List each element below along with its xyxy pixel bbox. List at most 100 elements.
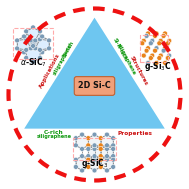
Bar xyxy=(140,35,168,62)
Polygon shape xyxy=(23,16,166,129)
Circle shape xyxy=(80,146,84,151)
Text: g-SiC$_3$: g-SiC$_3$ xyxy=(81,157,108,170)
Circle shape xyxy=(40,50,45,55)
Circle shape xyxy=(73,136,78,141)
Circle shape xyxy=(105,154,109,159)
Text: 2D Si-C: 2D Si-C xyxy=(78,81,111,91)
Text: Structures: Structures xyxy=(129,55,149,87)
Circle shape xyxy=(154,31,159,36)
Circle shape xyxy=(144,33,149,38)
Circle shape xyxy=(92,168,97,173)
Polygon shape xyxy=(17,36,31,52)
Polygon shape xyxy=(101,135,113,149)
Circle shape xyxy=(73,164,78,169)
Circle shape xyxy=(15,38,20,43)
Circle shape xyxy=(163,60,167,65)
Text: g-Si$_3$C: g-Si$_3$C xyxy=(144,60,171,73)
Circle shape xyxy=(37,37,42,42)
Circle shape xyxy=(161,33,166,38)
Text: siligraphene: siligraphene xyxy=(36,134,71,139)
Polygon shape xyxy=(88,135,101,149)
Circle shape xyxy=(33,46,38,51)
Circle shape xyxy=(111,164,116,169)
Circle shape xyxy=(150,53,155,58)
Circle shape xyxy=(24,29,29,34)
Circle shape xyxy=(111,146,116,151)
Circle shape xyxy=(163,46,167,51)
Polygon shape xyxy=(101,156,113,170)
Circle shape xyxy=(15,46,20,51)
Circle shape xyxy=(105,157,109,162)
Circle shape xyxy=(86,154,91,159)
FancyBboxPatch shape xyxy=(74,77,115,95)
Circle shape xyxy=(92,157,97,162)
Circle shape xyxy=(153,33,157,38)
Circle shape xyxy=(92,154,97,159)
Circle shape xyxy=(24,37,29,42)
Circle shape xyxy=(80,132,84,137)
Circle shape xyxy=(98,146,103,151)
Text: $\alpha$-SiC$_7$: $\alpha$-SiC$_7$ xyxy=(20,56,46,69)
Circle shape xyxy=(92,132,97,137)
Text: C-rich: C-rich xyxy=(44,130,64,135)
Circle shape xyxy=(141,38,146,43)
Circle shape xyxy=(105,168,109,173)
Circle shape xyxy=(24,55,29,60)
Circle shape xyxy=(86,143,91,148)
Circle shape xyxy=(158,53,163,58)
Circle shape xyxy=(98,143,103,148)
Circle shape xyxy=(165,56,170,60)
Circle shape xyxy=(154,60,159,65)
Circle shape xyxy=(144,48,149,53)
Circle shape xyxy=(141,53,146,58)
Text: Si-N-rich: Si-N-rich xyxy=(112,37,128,61)
Circle shape xyxy=(167,53,172,58)
Circle shape xyxy=(146,60,150,65)
Circle shape xyxy=(80,154,84,159)
Polygon shape xyxy=(88,145,101,160)
Circle shape xyxy=(37,29,42,34)
Circle shape xyxy=(161,48,166,53)
Text: siligraphene: siligraphene xyxy=(52,43,73,76)
Circle shape xyxy=(73,157,78,162)
Circle shape xyxy=(105,143,109,148)
Text: Properties: Properties xyxy=(118,131,153,136)
Text: Applications: Applications xyxy=(39,53,61,89)
Circle shape xyxy=(165,41,170,46)
Circle shape xyxy=(98,136,103,141)
Circle shape xyxy=(86,136,91,141)
Circle shape xyxy=(153,48,157,53)
Circle shape xyxy=(22,34,26,39)
Circle shape xyxy=(167,38,172,43)
Circle shape xyxy=(158,38,163,43)
Text: Si-rich: Si-rich xyxy=(63,40,75,58)
Circle shape xyxy=(111,143,116,148)
Circle shape xyxy=(80,168,84,173)
Text: siligraphene: siligraphene xyxy=(116,43,137,76)
Circle shape xyxy=(28,46,33,51)
Circle shape xyxy=(163,31,167,36)
Circle shape xyxy=(98,164,103,169)
Circle shape xyxy=(86,157,91,162)
Bar xyxy=(73,138,116,160)
Circle shape xyxy=(31,25,36,30)
Circle shape xyxy=(86,146,91,151)
Circle shape xyxy=(24,47,29,52)
Circle shape xyxy=(40,34,45,39)
Circle shape xyxy=(157,56,162,60)
Circle shape xyxy=(105,146,109,151)
Circle shape xyxy=(73,143,78,148)
Circle shape xyxy=(146,46,150,51)
Circle shape xyxy=(157,41,162,46)
Circle shape xyxy=(111,136,116,141)
Polygon shape xyxy=(35,36,49,52)
Circle shape xyxy=(46,46,51,51)
Circle shape xyxy=(31,41,36,46)
Circle shape xyxy=(98,157,103,162)
Polygon shape xyxy=(26,46,40,62)
Circle shape xyxy=(9,9,180,180)
Polygon shape xyxy=(76,156,88,170)
Circle shape xyxy=(150,38,155,43)
Circle shape xyxy=(31,43,36,48)
Circle shape xyxy=(148,56,153,60)
